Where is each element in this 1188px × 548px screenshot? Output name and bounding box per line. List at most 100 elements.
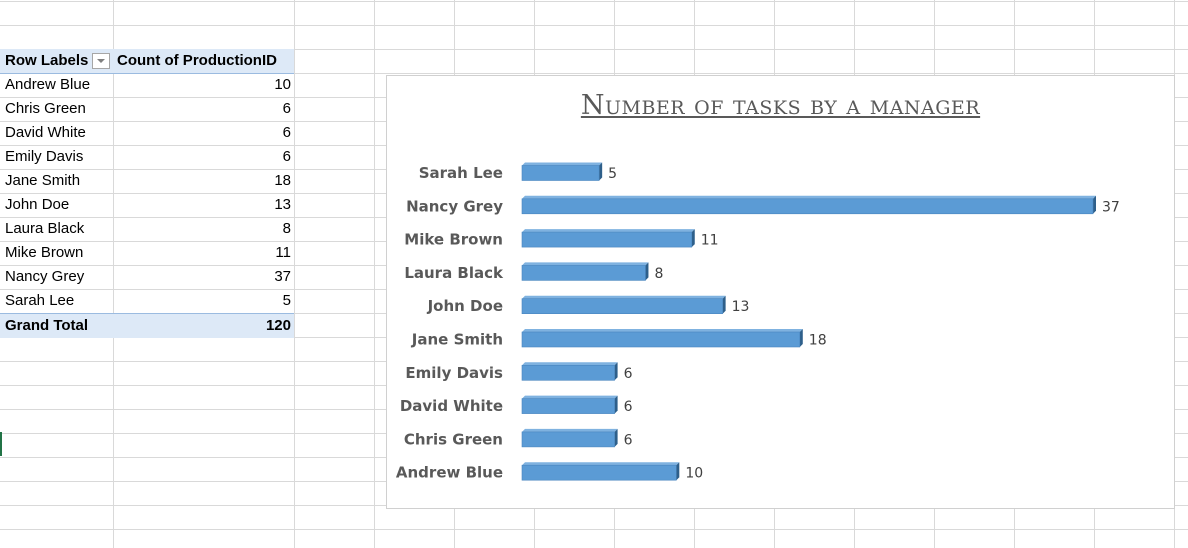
bar-side-face — [1093, 195, 1096, 214]
bar-front-face — [521, 331, 801, 348]
bar-top-face — [522, 162, 603, 166]
bar-top-face — [522, 428, 618, 432]
bar-top-face — [522, 262, 649, 266]
pivot-row-value: 11 — [275, 244, 291, 261]
bar-side-face — [645, 262, 649, 281]
bar[interactable] — [521, 262, 649, 281]
bar-front-face — [521, 464, 677, 481]
bar-side-face — [599, 162, 603, 181]
pivot-row-label: Laura Black — [5, 220, 85, 237]
bar[interactable] — [521, 229, 695, 248]
bar-side-face — [691, 229, 695, 248]
bar[interactable] — [521, 395, 618, 414]
pivot-row-label: Nancy Grey — [5, 268, 85, 285]
data-label: 6 — [624, 366, 633, 382]
pivot-row-value: 6 — [282, 100, 291, 117]
filter-dropdown-button[interactable] — [92, 53, 110, 69]
pivot-row-value: 8 — [282, 220, 291, 237]
bar-front-face — [521, 298, 723, 314]
pivot-row-value: 18 — [274, 172, 291, 189]
grand-total-value: 120 — [265, 317, 291, 334]
data-label: 8 — [654, 266, 663, 282]
category-label: David White — [400, 397, 503, 415]
bar[interactable] — [521, 329, 803, 348]
data-label: 10 — [685, 466, 703, 482]
data-label: 5 — [608, 166, 617, 182]
pivot-row: Andrew Blue 10 — [0, 73, 294, 97]
pivot-row-value: 37 — [274, 268, 291, 285]
bar-top-face — [522, 229, 695, 233]
data-label: 6 — [624, 432, 633, 448]
category-label: Mike Brown — [404, 231, 503, 249]
bar-side-face — [614, 395, 618, 414]
bar-side-face — [614, 362, 618, 381]
bar-chart[interactable]: Number of tasks by a manager Sarah Lee 5 N… — [386, 75, 1175, 509]
category-label: Andrew Blue — [396, 464, 503, 482]
pivot-row: David White 6 — [0, 121, 294, 145]
bar-top-face — [522, 362, 618, 366]
bar-side-face — [676, 462, 680, 481]
category-label: Nancy Grey — [406, 197, 503, 215]
pivot-row-value: 6 — [282, 124, 291, 141]
pivot-row: Laura Black 8 — [0, 217, 294, 241]
pivot-row: Chris Green 6 — [0, 97, 294, 121]
category-label: Emily Davis — [405, 364, 503, 382]
bar-side-face — [722, 295, 726, 314]
pivot-header-row: Row Labels Count of ProductionID — [0, 49, 294, 74]
bar[interactable] — [521, 295, 726, 314]
pivot-row: John Doe 13 — [0, 193, 294, 217]
data-label: 6 — [624, 399, 633, 415]
category-label: John Doe — [427, 297, 503, 315]
bar-front-face — [521, 265, 646, 281]
bar[interactable] — [521, 362, 618, 381]
bar-top-face — [522, 295, 726, 299]
pivot-row-label: John Doe — [5, 196, 70, 213]
data-label: 18 — [809, 333, 827, 349]
bar[interactable] — [521, 462, 680, 481]
bar-front-face — [521, 398, 615, 414]
category-label: Sarah Lee — [419, 164, 503, 182]
pivot-row: Sarah Lee 5 — [0, 289, 294, 313]
pivot-row: Jane Smith 18 — [0, 169, 294, 193]
pivot-row: Emily Davis 6 — [0, 145, 294, 169]
pivot-row-label: Jane Smith — [5, 172, 81, 189]
pivot-row: Mike Brown 11 — [0, 241, 294, 265]
pivot-row-value: 10 — [274, 76, 291, 93]
active-cell-marker — [0, 432, 2, 456]
data-label: 11 — [701, 233, 719, 249]
bar[interactable] — [521, 428, 618, 448]
bar-front-face — [521, 364, 615, 381]
value-header: Count of ProductionID — [117, 52, 277, 69]
category-label: Chris Green — [404, 430, 503, 448]
grand-total-label: Grand Total — [5, 317, 89, 334]
data-label: 13 — [732, 299, 750, 315]
data-label: 37 — [1102, 199, 1120, 215]
pivot-row-label: David White — [5, 124, 86, 141]
chart-plot: Sarah Lee 5 Nancy Grey 37 Mike Brown 11 Laura … — [396, 162, 1120, 482]
bar-top-face — [522, 329, 803, 332]
pivot-row-value: 6 — [282, 148, 291, 165]
pivot-row: Nancy Grey 37 — [0, 265, 294, 289]
pivot-row-label: Emily Davis — [5, 148, 84, 165]
bar-top-face — [522, 462, 680, 466]
bar-top-face — [522, 195, 1096, 199]
pivot-row-label: Sarah Lee — [5, 292, 75, 309]
bar[interactable] — [521, 195, 1096, 215]
row-labels-header: Row Labels — [5, 52, 89, 69]
chart-title: Number of tasks by a manager — [580, 90, 981, 121]
pivot-row-label: Chris Green — [5, 100, 86, 117]
bar-front-face — [521, 198, 1094, 215]
bar-top-face — [522, 395, 618, 399]
chevron-down-icon — [97, 59, 105, 63]
bar[interactable] — [521, 162, 603, 181]
bar-side-face — [799, 329, 803, 347]
pivot-row-label: Andrew Blue — [5, 76, 91, 93]
bar-front-face — [521, 431, 615, 448]
bar-front-face — [521, 165, 600, 181]
bar-front-face — [521, 231, 693, 248]
pivot-row-value: 5 — [282, 292, 291, 309]
bar-side-face — [614, 428, 618, 447]
grand-total-row: Grand Total 120 — [0, 313, 294, 338]
pivot-row-label: Mike Brown — [5, 244, 84, 261]
category-label: Laura Black — [404, 264, 504, 282]
